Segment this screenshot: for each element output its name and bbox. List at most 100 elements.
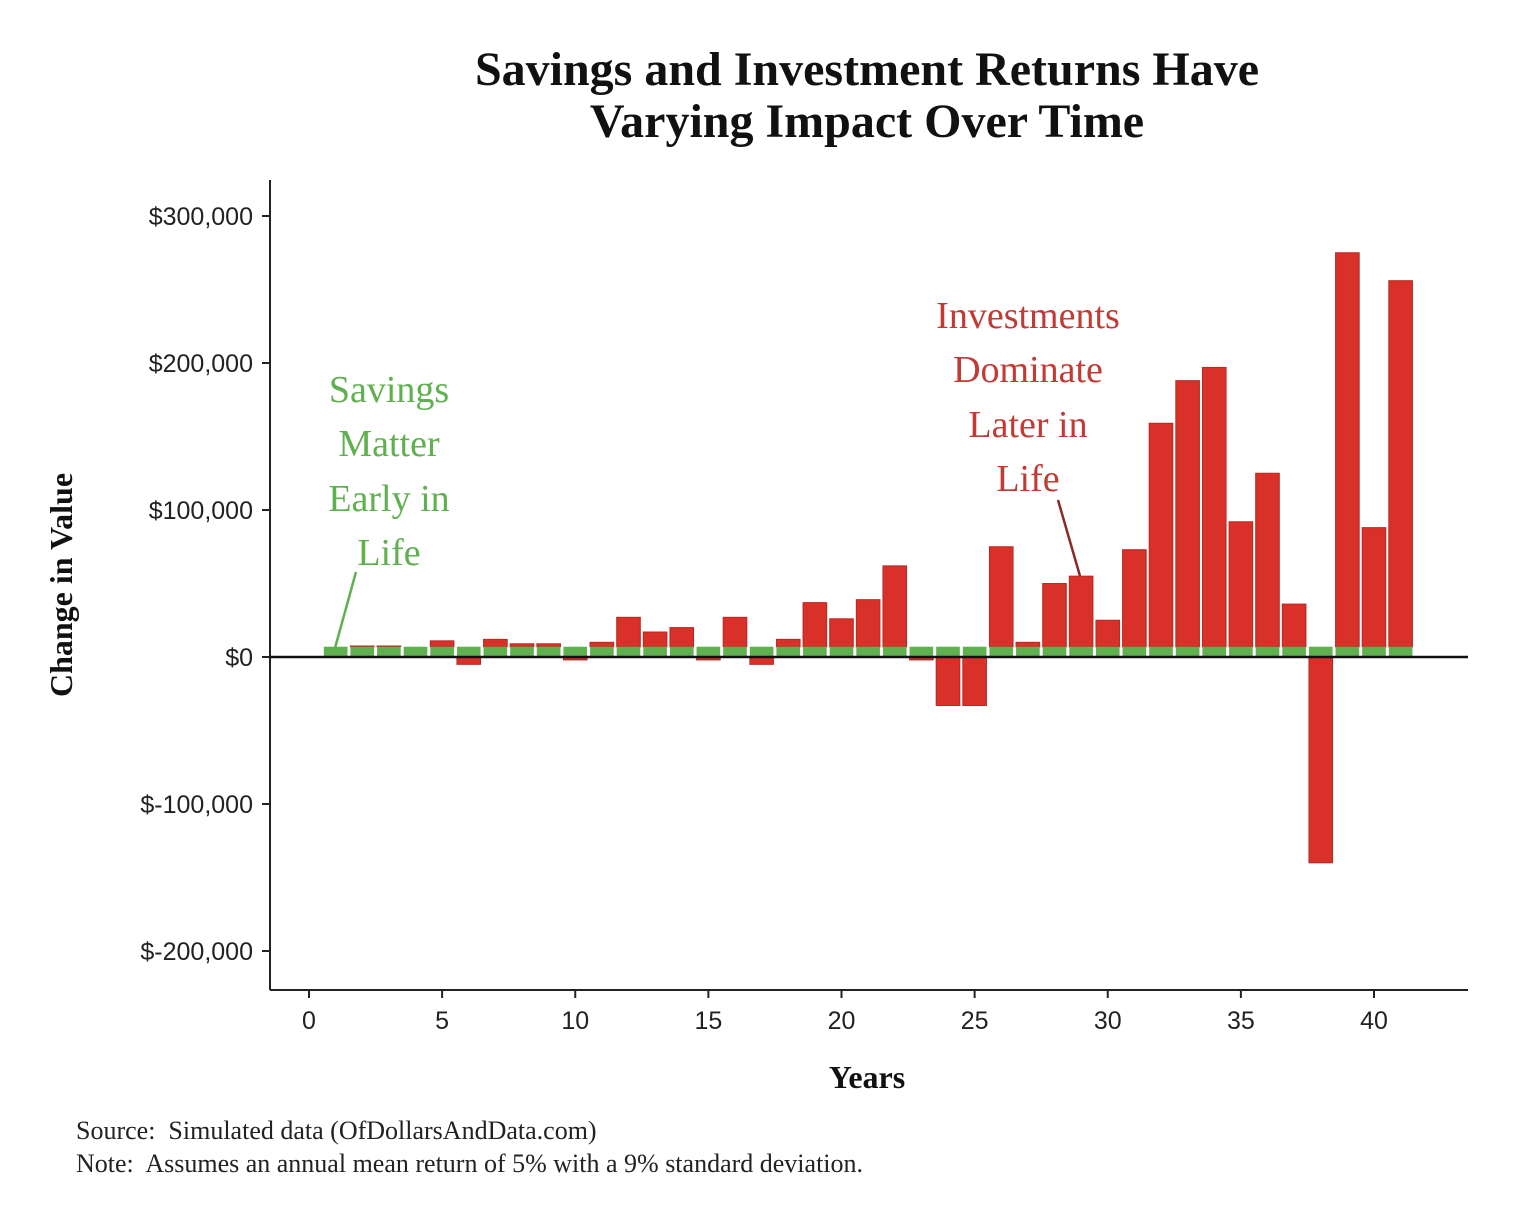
- x-tick-label: 0: [302, 1007, 316, 1035]
- bar-savings-7: [483, 646, 508, 657]
- footnote-source: Source: Simulated data (OfDollarsAndData…: [76, 1116, 597, 1145]
- bar-savings-4: [403, 646, 428, 657]
- x-tick-label: 20: [828, 1007, 856, 1035]
- annotation-investments: Investments Dominate Later in Life: [936, 295, 1120, 577]
- y-tick-label: $300,000: [149, 203, 253, 231]
- bar-investment-18: [775, 638, 801, 648]
- bar-savings-22: [882, 646, 907, 657]
- bar-investment-34: [1201, 366, 1227, 648]
- annotation-investments-line-4: Life: [996, 458, 1059, 500]
- bar-savings-41: [1388, 646, 1413, 657]
- bar-investment-13: [642, 631, 668, 648]
- bar-savings-36: [1255, 646, 1280, 657]
- bar-savings-16: [723, 646, 747, 657]
- y-axis-title: Change in Value: [43, 473, 79, 697]
- bar-savings-10: [563, 646, 588, 657]
- annotation-investments-pointer: [1056, 499, 1082, 577]
- bar-investment-21: [855, 599, 881, 648]
- bar-savings-17: [749, 646, 774, 657]
- chart-title-line-1: Savings and Investment Returns Have: [475, 43, 1259, 96]
- bar-savings-2: [350, 646, 375, 657]
- bar-investment-28: [1042, 583, 1067, 648]
- bar-investment-8: [509, 643, 535, 648]
- bar-investment-7: [483, 638, 508, 648]
- bar-investment-25: [962, 656, 987, 707]
- bar-savings-37: [1282, 646, 1306, 657]
- bar-investment-11: [589, 641, 615, 648]
- bar-savings-24: [936, 646, 960, 657]
- bar-investment-2: [349, 645, 375, 648]
- annotation-savings: Savings Matter Early in Life: [328, 369, 450, 649]
- y-tick-label: $200,000: [149, 350, 253, 378]
- x-tick-label: 30: [1094, 1007, 1122, 1035]
- bar-investment-36: [1255, 472, 1280, 648]
- x-tick-label: 5: [435, 1007, 449, 1035]
- bar-savings-39: [1335, 646, 1360, 657]
- bar-savings-33: [1175, 646, 1200, 657]
- bar-savings-19: [803, 646, 827, 657]
- bar-investment-41: [1388, 280, 1413, 648]
- annotation-investments-line-2: Dominate: [953, 349, 1103, 391]
- bar-savings-30: [1095, 646, 1120, 657]
- bar-investment-39: [1335, 252, 1360, 648]
- bar-savings-9: [536, 646, 561, 657]
- bar-savings-3: [377, 646, 401, 657]
- bar-savings-35: [1229, 646, 1253, 657]
- bar-savings-15: [696, 646, 721, 657]
- bar-investment-31: [1122, 549, 1147, 648]
- annotation-savings-line-4: Life: [357, 532, 420, 574]
- bar-investment-40: [1361, 527, 1387, 648]
- chart-title-line-2: Varying Impact Over Time: [590, 95, 1144, 148]
- bar-investment-32: [1148, 422, 1174, 648]
- bar-investment-35: [1228, 521, 1254, 648]
- x-axis-ticks: 0 5 10 15 20 25 30 35 40: [302, 990, 1388, 1035]
- bar-investment-33: [1175, 380, 1200, 648]
- bar-investment-24: [935, 656, 961, 707]
- bar-investment-14: [669, 627, 695, 648]
- x-tick-label: 35: [1227, 1007, 1255, 1035]
- annotation-savings-pointer: [333, 571, 358, 649]
- y-tick-label: $-200,000: [140, 938, 253, 966]
- bar-savings-28: [1042, 646, 1067, 657]
- annotation-savings-line-1: Savings: [329, 369, 449, 411]
- bar-savings-8: [510, 646, 534, 657]
- bar-investment-22: [882, 565, 908, 648]
- annotation-investments-line-1: Investments: [936, 295, 1120, 337]
- bar-savings-40: [1362, 646, 1386, 657]
- y-tick-label: $-100,000: [140, 791, 253, 819]
- bar-savings-29: [1069, 646, 1093, 657]
- bar-savings-1: [323, 646, 348, 657]
- bar-investment-27: [1015, 641, 1041, 648]
- bar-investment-16: [722, 616, 748, 648]
- bar-investment-5: [429, 640, 455, 648]
- bar-savings-34: [1202, 646, 1227, 657]
- bar-investment-12: [616, 616, 641, 648]
- bar-savings-31: [1122, 646, 1147, 657]
- x-tick-label: 40: [1360, 1007, 1388, 1035]
- bar-investment-26: [988, 546, 1014, 648]
- bar-investment-38: [1308, 656, 1334, 864]
- bar-investment-30: [1095, 619, 1121, 648]
- annotation-savings-line-3: Early in: [328, 478, 449, 520]
- x-tick-label: 10: [561, 1007, 589, 1035]
- bar-savings-26: [989, 646, 1014, 657]
- bar-savings-20: [829, 646, 854, 657]
- footnote-note: Note: Assumes an annual mean return of 5…: [76, 1149, 863, 1178]
- bar-investment-3: [376, 645, 402, 648]
- bar-investment-19: [802, 602, 828, 648]
- bar-savings-38: [1308, 646, 1333, 657]
- bar-investment-9: [536, 643, 561, 648]
- bar-savings-27: [1016, 646, 1040, 657]
- y-tick-label: $100,000: [149, 497, 253, 525]
- bar-savings-5: [430, 646, 454, 657]
- annotation-investments-line-3: Later in: [968, 404, 1087, 446]
- x-axis-title: Years: [829, 1059, 905, 1095]
- bar-savings-11: [590, 646, 614, 657]
- bar-savings-12: [616, 646, 641, 657]
- bar-savings-25: [962, 646, 987, 657]
- y-axis-ticks: $300,000 $200,000 $100,000 $0 $-100,000 $-200…: [140, 203, 270, 966]
- bars-group: [323, 252, 1413, 864]
- bar-investment-29: [1068, 575, 1094, 648]
- bar-savings-6: [456, 646, 481, 657]
